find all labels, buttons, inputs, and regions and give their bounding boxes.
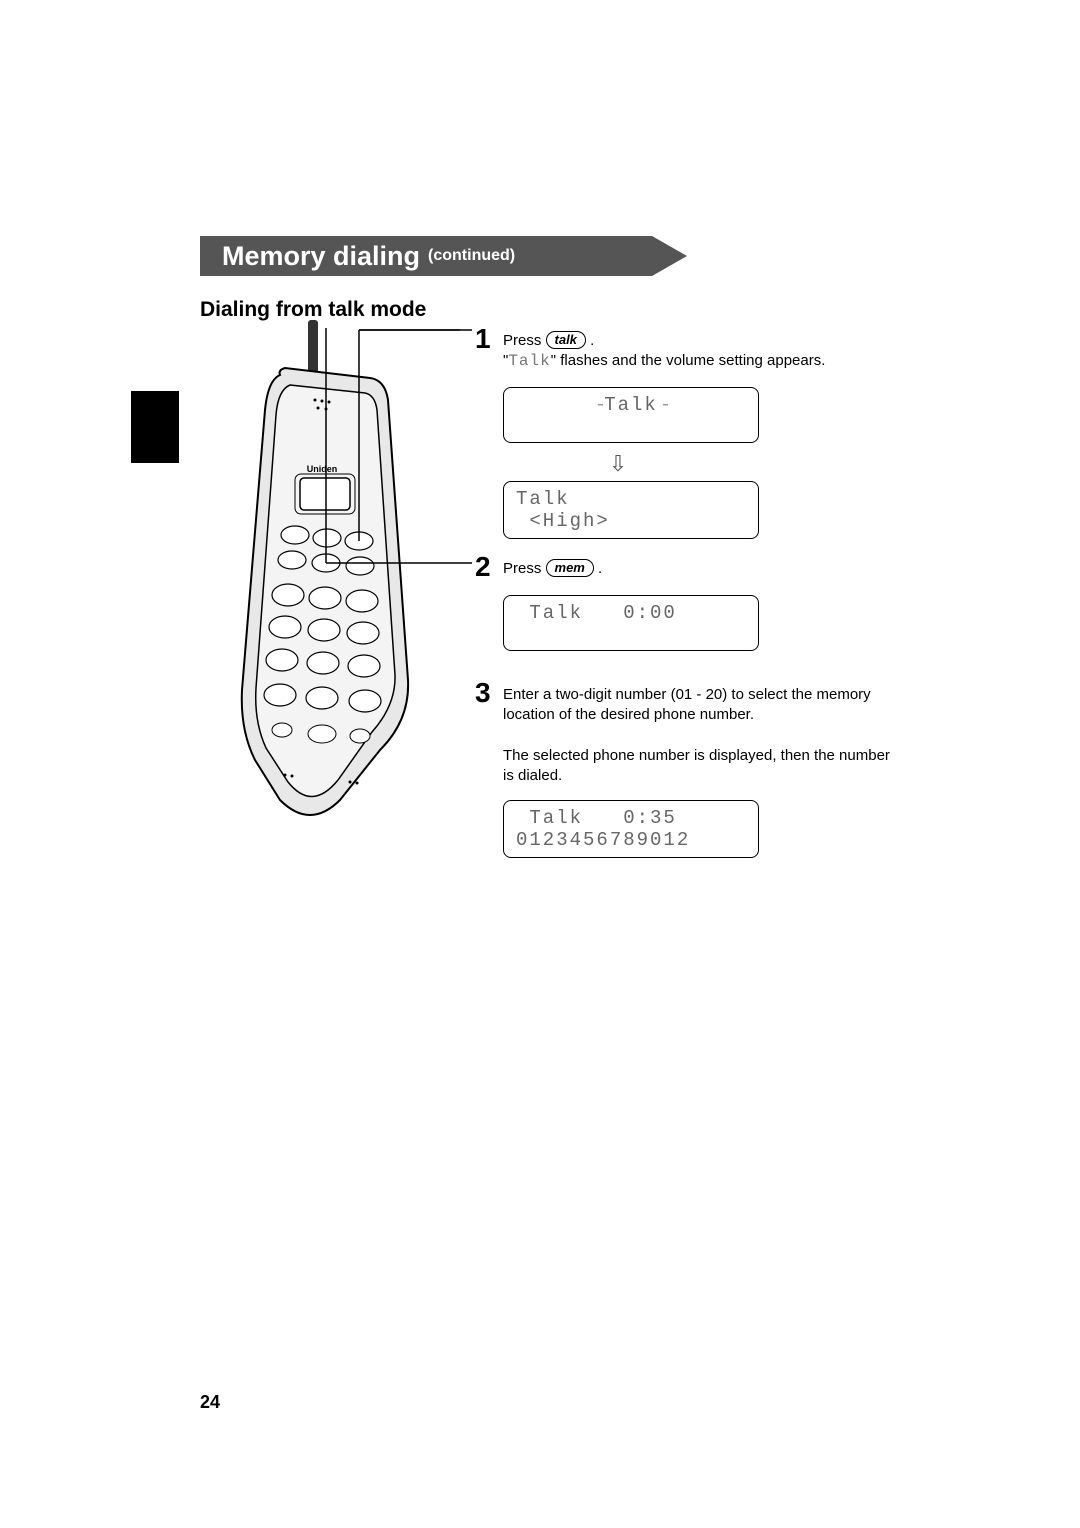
talk-button-label: talk: [546, 331, 586, 349]
step-3: 3 Enter a two-digit number (01 - 20) to …: [475, 679, 895, 786]
lcd1b-line1: Talk: [516, 488, 746, 510]
header-arrow-icon: [652, 236, 687, 276]
mem-button-label: mem: [546, 559, 594, 577]
step-3-body1: Enter a two-digit number (01 - 20) to se…: [503, 686, 871, 723]
step-3-number: 3: [475, 679, 503, 786]
page-number: 24: [200, 1392, 220, 1413]
step-1-rest: " flashes and the volume setting appears…: [551, 352, 826, 369]
lcd1a-text: Talk: [604, 394, 658, 416]
lcd3-line2: 0123456789012: [516, 829, 746, 851]
header-subtitle: (continued): [428, 247, 515, 265]
lcd1b-line2: <High>: [516, 510, 746, 532]
down-arrow-icon: ⇩: [503, 451, 733, 477]
page: Memory dialing (continued) Dialing from …: [0, 0, 1080, 1528]
lcd-step2: Talk 0:00: [503, 595, 759, 651]
lcd2-line1: Talk 0:00: [516, 602, 746, 624]
section-subheading: Dialing from talk mode: [200, 298, 426, 322]
step-1: 1 Press talk . "Talk" flashes and the vo…: [475, 325, 895, 373]
flash-talk-icon: - Talk -: [595, 394, 667, 416]
header-title: Memory dialing: [222, 241, 420, 272]
side-tab: [131, 391, 179, 463]
step-1-number: 1: [475, 325, 503, 373]
step-2-number: 2: [475, 553, 503, 581]
step-2: 2 Press mem .: [475, 553, 895, 581]
step-2-period: .: [598, 560, 602, 577]
steps-column: 1 Press talk . "Talk" flashes and the vo…: [475, 325, 895, 872]
step-1-body: Press talk . "Talk" flashes and the volu…: [503, 325, 825, 373]
step-2-press: Press: [503, 560, 541, 577]
lcd3-line1: Talk 0:35: [516, 807, 746, 829]
step-3-body: Enter a two-digit number (01 - 20) to se…: [503, 679, 895, 786]
header-bar: Memory dialing (continued): [200, 236, 652, 276]
step-1-period: .: [590, 332, 594, 349]
phone-illustration: Uniden: [210, 320, 460, 840]
lcd-step1-b: Talk <High>: [503, 481, 759, 539]
step-3-body2: The selected phone number is displayed, …: [503, 747, 890, 784]
step-1-press: Press: [503, 332, 541, 349]
lcd-step3: Talk 0:35 0123456789012: [503, 800, 759, 858]
step-2-body: Press mem .: [503, 553, 602, 581]
step-1-code: Talk: [508, 352, 550, 370]
lcd-step1-a: - Talk -: [503, 387, 759, 443]
